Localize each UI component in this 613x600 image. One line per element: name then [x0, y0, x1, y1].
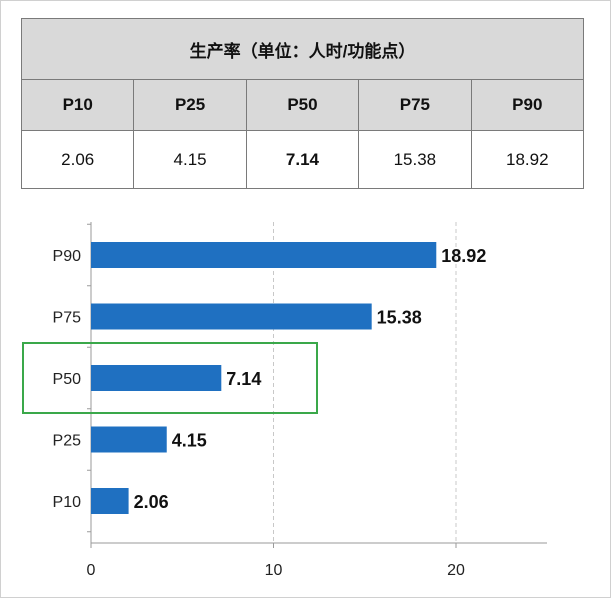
x-tick-label-20: 20 [447, 562, 465, 579]
value-p10: 2.06 [20, 130, 135, 189]
category-label-p90: P90 [53, 248, 82, 265]
header-p25: P25 [133, 79, 247, 131]
bar-p25 [91, 426, 167, 453]
x-tick-label-10: 10 [265, 562, 283, 579]
category-label-p10: P10 [53, 494, 82, 511]
category-label-p50: P50 [53, 371, 82, 388]
category-label-p75: P75 [53, 310, 82, 327]
value-p75: 15.38 [358, 130, 472, 189]
highlight-box-p50 [22, 342, 318, 414]
value-p25: 4.15 [133, 130, 247, 189]
bar-p90 [91, 242, 437, 268]
header-p90: P90 [470, 79, 585, 131]
header-p10: P10 [20, 79, 135, 131]
table-header-row: P10 P25 P50 P75 P90 [20, 79, 585, 131]
category-label-p25: P25 [53, 433, 82, 450]
data-label-p75: 15.38 [377, 308, 422, 328]
header-p50: P50 [245, 79, 360, 131]
productivity-table: 生产率（单位：人时/功能点） P10 P25 P50 P75 P90 2.06 … [20, 18, 585, 189]
bar-p10 [91, 488, 129, 514]
data-label-p50: 7.14 [226, 369, 261, 389]
value-p90: 18.92 [470, 130, 585, 189]
table-title-row: 生产率（单位：人时/功能点） [21, 18, 584, 80]
x-tick-label-0: 0 [87, 562, 96, 579]
data-label-p90: 18.92 [441, 246, 486, 266]
data-label-p10: 2.06 [134, 492, 169, 512]
table-value-row: 2.06 4.15 7.14 15.38 18.92 [20, 130, 585, 189]
table-title: 生产率（单位：人时/功能点） [21, 18, 584, 80]
percentile-bar-chart: 0 10 20 P90 18.92 P75 15.38 P50 7.14 P25 4.15 P10 2.… [22, 222, 547, 579]
value-p50: 7.14 [245, 130, 360, 189]
bar-p50 [91, 365, 222, 391]
data-label-p25: 4.15 [172, 431, 207, 451]
header-p75: P75 [358, 79, 472, 131]
bar-p75 [91, 303, 372, 330]
